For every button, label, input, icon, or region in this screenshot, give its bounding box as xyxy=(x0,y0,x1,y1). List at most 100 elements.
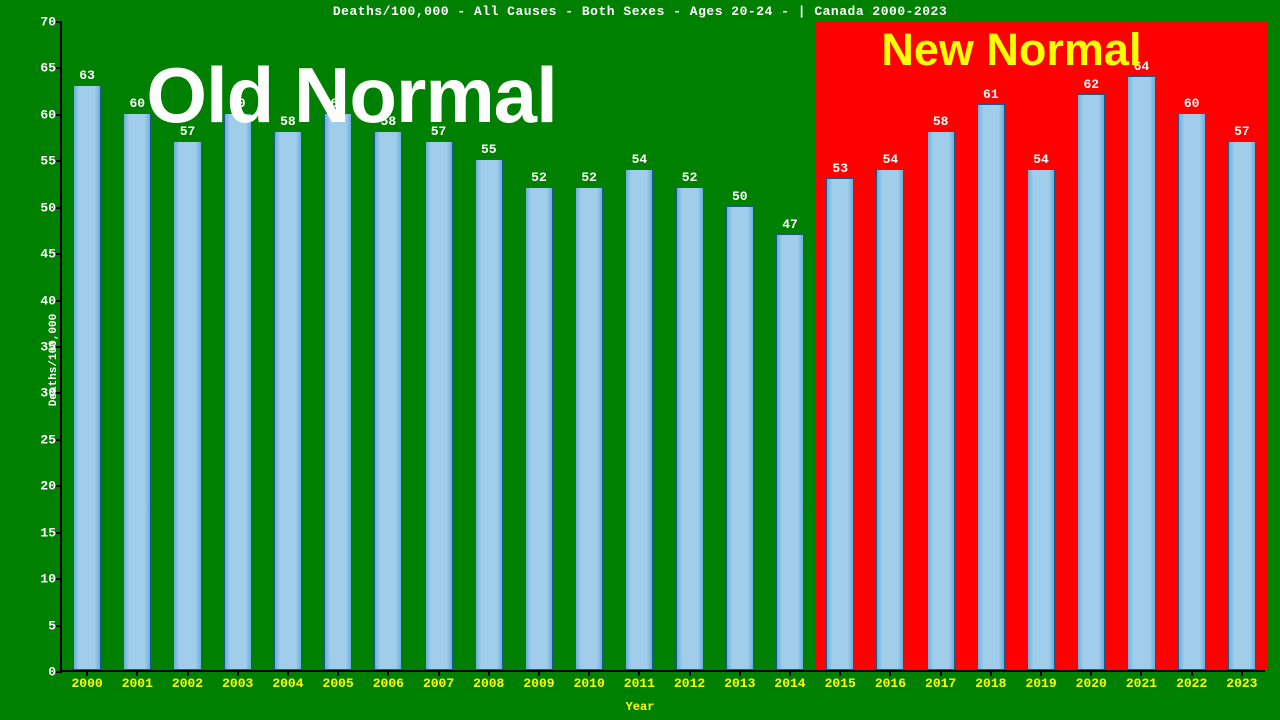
x-tick-label: 2017 xyxy=(925,676,956,691)
x-tick-mark xyxy=(1140,670,1142,676)
bar xyxy=(676,187,704,670)
x-tick-mark xyxy=(1040,670,1042,676)
bar xyxy=(475,159,503,670)
y-tick-mark xyxy=(56,114,62,116)
x-tick-mark xyxy=(538,670,540,676)
y-tick-label: 50 xyxy=(40,200,56,215)
bar-value-label: 61 xyxy=(983,87,999,102)
bar-value-label: 47 xyxy=(782,217,798,232)
x-tick-label: 2012 xyxy=(674,676,705,691)
x-tick-mark xyxy=(839,670,841,676)
bar-value-label: 53 xyxy=(832,161,848,176)
new-normal-annotation: New Normal xyxy=(881,24,1141,76)
old-normal-annotation: Old Normal xyxy=(146,50,556,141)
x-tick-mark xyxy=(940,670,942,676)
x-tick-label: 2020 xyxy=(1076,676,1107,691)
bar-value-label: 52 xyxy=(682,170,698,185)
x-tick-mark xyxy=(387,670,389,676)
x-tick-label: 2014 xyxy=(774,676,805,691)
y-tick-mark xyxy=(56,392,62,394)
bar xyxy=(525,187,553,670)
x-tick-mark xyxy=(1241,670,1243,676)
bar xyxy=(374,131,402,670)
x-tick-mark xyxy=(86,670,88,676)
x-tick-label: 2016 xyxy=(875,676,906,691)
bar-value-label: 54 xyxy=(1033,152,1049,167)
bar xyxy=(625,169,653,670)
y-tick-mark xyxy=(56,207,62,209)
bar xyxy=(726,206,754,670)
y-tick-mark xyxy=(56,671,62,673)
y-tick-label: 55 xyxy=(40,154,56,169)
bar xyxy=(1077,94,1105,670)
bar xyxy=(73,85,101,670)
x-tick-mark xyxy=(638,670,640,676)
y-tick-label: 30 xyxy=(40,386,56,401)
bar-value-label: 63 xyxy=(79,68,95,83)
bar-value-label: 55 xyxy=(481,142,497,157)
x-tick-label: 2011 xyxy=(624,676,655,691)
x-tick-mark xyxy=(337,670,339,676)
x-tick-label: 2022 xyxy=(1176,676,1207,691)
y-tick-mark xyxy=(56,485,62,487)
x-tick-mark xyxy=(689,670,691,676)
x-tick-mark xyxy=(1191,670,1193,676)
x-tick-mark xyxy=(187,670,189,676)
y-tick-mark xyxy=(56,532,62,534)
bar xyxy=(876,169,904,670)
bar xyxy=(826,178,854,670)
x-tick-mark xyxy=(789,670,791,676)
y-tick-label: 60 xyxy=(40,107,56,122)
bar xyxy=(324,113,352,670)
bar-value-label: 54 xyxy=(883,152,899,167)
bar-value-label: 58 xyxy=(933,114,949,129)
y-tick-label: 35 xyxy=(40,340,56,355)
bar-value-label: 60 xyxy=(1184,96,1200,111)
bar xyxy=(575,187,603,670)
x-tick-label: 2019 xyxy=(1025,676,1056,691)
bar xyxy=(425,141,453,670)
bar xyxy=(1027,169,1055,670)
y-tick-label: 5 xyxy=(48,618,56,633)
x-tick-mark xyxy=(438,670,440,676)
bar xyxy=(123,113,151,670)
x-tick-label: 2000 xyxy=(71,676,102,691)
y-tick-mark xyxy=(56,300,62,302)
x-tick-label: 2002 xyxy=(172,676,203,691)
bar xyxy=(274,131,302,670)
y-tick-mark xyxy=(56,21,62,23)
bar-value-label: 52 xyxy=(581,170,597,185)
x-tick-label: 2001 xyxy=(122,676,153,691)
x-tick-label: 2008 xyxy=(473,676,504,691)
y-tick-mark xyxy=(56,625,62,627)
bar-value-label: 52 xyxy=(531,170,547,185)
bar xyxy=(776,234,804,670)
x-axis-label: Year xyxy=(626,700,655,714)
bar-value-label: 57 xyxy=(1234,124,1250,139)
x-tick-label: 2013 xyxy=(724,676,755,691)
y-tick-mark xyxy=(56,439,62,441)
bar xyxy=(1178,113,1206,670)
y-tick-mark xyxy=(56,346,62,348)
x-tick-mark xyxy=(237,670,239,676)
x-tick-label: 2006 xyxy=(373,676,404,691)
x-tick-label: 2003 xyxy=(222,676,253,691)
bar xyxy=(224,113,252,670)
x-tick-label: 2018 xyxy=(975,676,1006,691)
bar xyxy=(927,131,955,670)
x-tick-label: 2010 xyxy=(574,676,605,691)
x-tick-mark xyxy=(990,670,992,676)
x-tick-mark xyxy=(136,670,138,676)
y-tick-label: 20 xyxy=(40,479,56,494)
x-tick-label: 2023 xyxy=(1226,676,1257,691)
x-tick-label: 2004 xyxy=(272,676,303,691)
plot-area: 0510152025303540455055606570632000602001… xyxy=(60,22,1265,672)
x-tick-label: 2021 xyxy=(1126,676,1157,691)
bar xyxy=(1228,141,1256,670)
y-tick-label: 70 xyxy=(40,15,56,30)
x-tick-label: 2015 xyxy=(825,676,856,691)
x-tick-label: 2009 xyxy=(523,676,554,691)
x-tick-mark xyxy=(588,670,590,676)
chart-title: Deaths/100,000 - All Causes - Both Sexes… xyxy=(0,4,1280,19)
x-tick-label: 2005 xyxy=(323,676,354,691)
